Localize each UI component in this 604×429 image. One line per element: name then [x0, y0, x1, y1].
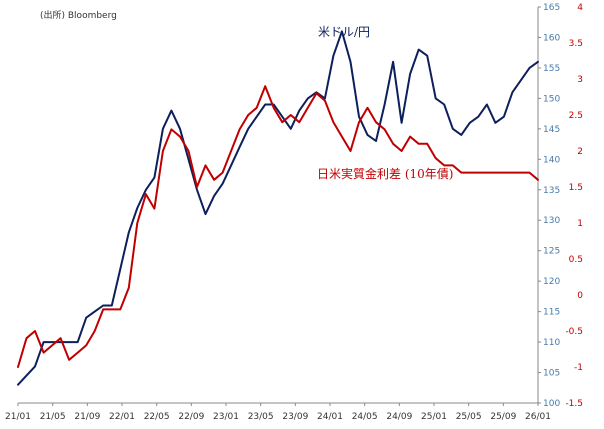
y-left-tick-label: 105 [543, 369, 560, 379]
y-right-tick-label: 3 [577, 75, 583, 85]
x-axis-ticks: 21/01 21/05 21/09 22/01 22/05 22/09 23/01 23/05… [5, 403, 551, 422]
y-right-tick-label: 1.5 [569, 183, 583, 193]
x-tick-label: 23/09 [282, 412, 308, 422]
y-left-tick-label: 155 [543, 64, 560, 74]
y-left-tick-label: 165 [543, 3, 560, 13]
y-left-tick-label: 160 [543, 33, 560, 43]
x-tick-label: 26/01 [525, 412, 551, 422]
series-lines [17, 30, 539, 386]
y-right-tick-label: -0.5 [565, 327, 583, 337]
y-right-tick-label: 3.5 [569, 39, 583, 49]
x-tick-label: 22/05 [144, 412, 170, 422]
usdjpy-line [17, 30, 539, 386]
y-left-tick-label: 130 [543, 216, 560, 226]
y-right-tick-label: -1.5 [565, 399, 583, 409]
y-left-tick-label: 100 [543, 399, 560, 409]
y-right-tick-label: 0.5 [569, 255, 583, 265]
left-axis-ticks: 100 105 110 115 120 125 130 135 140 145 150 155 160 1… [538, 3, 560, 409]
real-rate-diff-line [17, 85, 539, 368]
y-left-tick-label: 125 [543, 247, 560, 257]
x-tick-label: 21/09 [74, 412, 100, 422]
x-tick-label: 24/05 [352, 412, 378, 422]
y-right-tick-label: 2 [577, 147, 583, 157]
x-tick-label: 22/01 [109, 412, 135, 422]
x-tick-label: 22/09 [178, 412, 204, 422]
x-tick-label: 23/05 [248, 412, 274, 422]
y-right-tick-label: 1 [577, 219, 583, 229]
y-left-tick-label: 110 [543, 338, 560, 348]
x-tick-label: 25/01 [421, 412, 447, 422]
x-tick-label: 24/09 [386, 412, 412, 422]
axes [18, 7, 539, 404]
y-left-tick-label: 135 [543, 186, 560, 196]
y-right-tick-label: 0 [577, 291, 583, 301]
series-label-usdjpy: 米ドル/円 [318, 25, 370, 39]
y-left-tick-label: 140 [543, 155, 560, 165]
x-tick-label: 25/09 [490, 412, 516, 422]
x-tick-label: 25/05 [456, 412, 482, 422]
x-tick-label: 21/01 [5, 412, 31, 422]
y-right-tick-label: 4 [577, 3, 583, 13]
y-left-tick-label: 150 [543, 94, 560, 104]
x-tick-label: 23/01 [213, 412, 239, 422]
x-tick-label: 24/01 [317, 412, 343, 422]
right-axis-ticks: -1.5 -1 -0.5 0 0.5 1 1.5 2 2.5 3 3.5 4 [565, 3, 583, 409]
y-right-tick-label: 2.5 [569, 111, 583, 121]
x-tick-label: 21/05 [40, 412, 66, 422]
y-right-tick-label: -1 [574, 363, 583, 373]
y-left-tick-label: 115 [543, 308, 560, 318]
source-note: (出所) Bloomberg [40, 9, 117, 21]
y-left-tick-label: 145 [543, 125, 560, 135]
series-label-rate-diff: 日米実質金利差 (10年債) [317, 166, 453, 181]
y-left-tick-label: 120 [543, 277, 560, 287]
